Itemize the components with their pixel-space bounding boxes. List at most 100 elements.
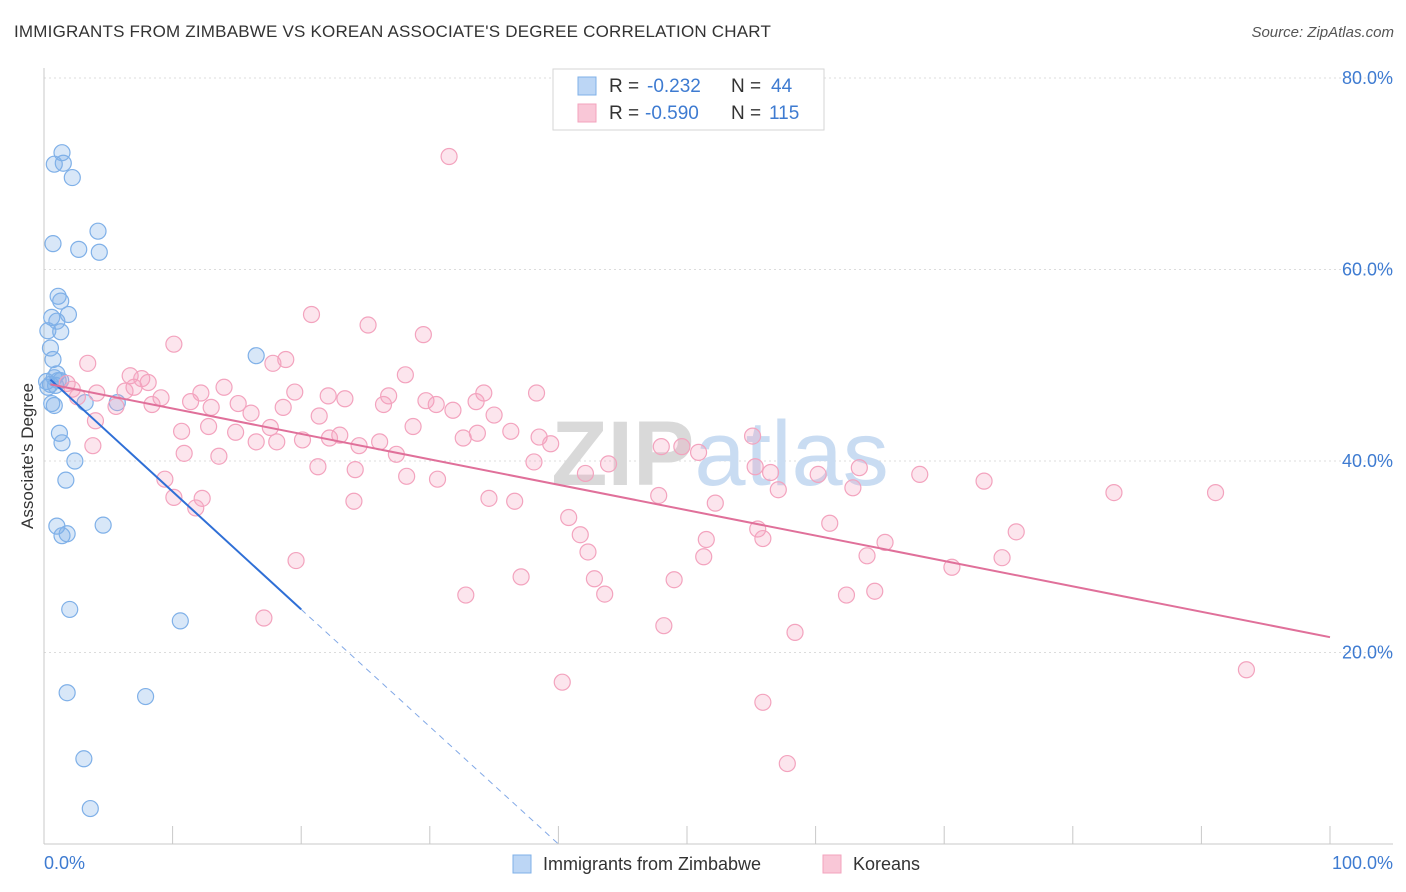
- koreans-point-36: [202, 398, 220, 416]
- koreans-point-48: [404, 417, 422, 436]
- legend-n-label-zimbabwe: N =: [731, 76, 761, 97]
- y-tick-label-20: 20.0%: [1342, 643, 1393, 663]
- koreans-point-115: [655, 617, 673, 635]
- koreans-point-29: [274, 398, 292, 416]
- koreans-point-67: [689, 443, 708, 461]
- zimbabwe-point-17: [247, 347, 265, 365]
- koreans-point-105: [287, 551, 305, 570]
- koreans-point-119: [754, 693, 772, 711]
- legend-r-value-koreans: -0.590: [645, 103, 699, 124]
- zimbabwe-point-26: [43, 394, 61, 413]
- koreans-point-5: [277, 350, 295, 369]
- legend-r-label-koreans: R =: [609, 103, 639, 124]
- koreans-point-101: [579, 543, 597, 561]
- koreans-point-32: [467, 393, 485, 411]
- zimbabwe-point-16: [44, 350, 62, 369]
- koreans-point-8: [396, 366, 414, 384]
- koreans-point-43: [173, 422, 191, 440]
- koreans-point-14: [125, 378, 143, 396]
- zimbabwe-point-5: [89, 222, 107, 240]
- x-tick-label-0: 0.0%: [44, 853, 85, 873]
- koreans-point-92: [187, 499, 205, 517]
- koreans-point-65: [599, 455, 618, 473]
- koreans-point-118: [553, 673, 571, 691]
- koreans-point-30: [374, 395, 393, 414]
- zimbabwe-point-1: [45, 155, 63, 173]
- koreans-point-86: [193, 489, 211, 507]
- koreans-point-111: [596, 585, 614, 603]
- koreans-point-66: [673, 438, 691, 456]
- koreans-point-85: [165, 488, 183, 506]
- koreans-point-39: [485, 406, 503, 424]
- koreans-point-28: [229, 394, 247, 413]
- trend-line-zimbabwe-extension: [300, 609, 559, 845]
- zimbabwe-point-7: [90, 243, 108, 261]
- koreans-point-80: [975, 472, 993, 490]
- koreans-point-77: [809, 465, 827, 484]
- y-tick-label-40: 40.0%: [1342, 451, 1393, 471]
- koreans-point-56: [268, 433, 286, 451]
- koreans-point-112: [837, 586, 856, 604]
- koreans-point-116: [786, 623, 804, 641]
- chart-title: IMMIGRANTS FROM ZIMBABWE VS KOREAN ASSOC…: [14, 22, 772, 41]
- koreans-point-58: [652, 438, 670, 456]
- zimbabwe-point-28: [53, 434, 71, 452]
- koreans-point-2: [359, 316, 377, 334]
- axes: [43, 68, 1393, 845]
- watermark-atlas: atlas: [694, 403, 888, 505]
- series-koreans-points: [58, 147, 1256, 773]
- zimbabwe-point-8: [49, 287, 67, 305]
- legend-swatch-koreans: [577, 103, 597, 123]
- koreans-point-99: [754, 529, 772, 548]
- gridlines: [44, 77, 1393, 653]
- x-ticks: [172, 826, 1331, 844]
- koreans-point-7: [264, 354, 282, 372]
- koreans-point-6: [79, 354, 97, 372]
- legend-r-value-zimbabwe: -0.232: [647, 76, 701, 97]
- trend-line-zimbabwe: [49, 378, 302, 611]
- trend-lines: [49, 378, 1331, 845]
- bottom-legend-swatch-koreans: [822, 854, 842, 874]
- koreans-point-120: [778, 754, 796, 773]
- koreans-point-31: [336, 390, 354, 408]
- koreans-point-69: [850, 459, 868, 477]
- koreans-point-3: [414, 326, 432, 344]
- koreans-point-71: [346, 461, 364, 479]
- trend-line-koreans: [50, 383, 1331, 639]
- zimbabwe-point-29: [66, 452, 84, 470]
- series-legend: Immigrants from Zimbabwe Koreans: [512, 854, 920, 874]
- chart-source: Source: ZipAtlas.com: [1251, 24, 1394, 41]
- koreans-point-70: [309, 458, 327, 476]
- watermark: ZIPatlas: [551, 403, 888, 505]
- y-tick-label-80: 80.0%: [1342, 68, 1393, 88]
- koreans-point-64: [525, 453, 543, 471]
- koreans-point-98: [697, 530, 715, 549]
- koreans-point-38: [444, 401, 462, 419]
- zimbabwe-point-4: [44, 235, 62, 253]
- koreans-point-100: [876, 533, 894, 551]
- koreans-point-97: [571, 526, 589, 544]
- zimbabwe-point-40: [81, 799, 99, 818]
- koreans-point-50: [468, 424, 486, 442]
- zimbabwe-point-27: [50, 424, 69, 442]
- legend-n-label-koreans: N =: [731, 103, 761, 124]
- koreans-point-4: [165, 335, 183, 353]
- zimbabwe-point-31: [94, 516, 112, 534]
- koreans-point-75: [156, 470, 174, 488]
- koreans-point-59: [743, 427, 762, 445]
- series-zimbabwe-points: [37, 144, 265, 818]
- y-axis-label: Associate's Degree: [18, 383, 37, 529]
- koreans-point-78: [769, 481, 787, 499]
- koreans-point-104: [993, 549, 1011, 567]
- koreans-point-72: [576, 464, 595, 483]
- koreans-point-102: [695, 548, 713, 566]
- koreans-point-27: [182, 393, 200, 411]
- koreans-point-110: [457, 586, 475, 604]
- koreans-point-55: [247, 433, 265, 451]
- y-tick-label-60: 60.0%: [1342, 260, 1393, 280]
- watermark-zip: ZIP: [551, 403, 694, 505]
- zimbabwe-point-35: [61, 600, 79, 619]
- koreans-point-83: [650, 486, 668, 505]
- koreans-point-20: [319, 387, 337, 405]
